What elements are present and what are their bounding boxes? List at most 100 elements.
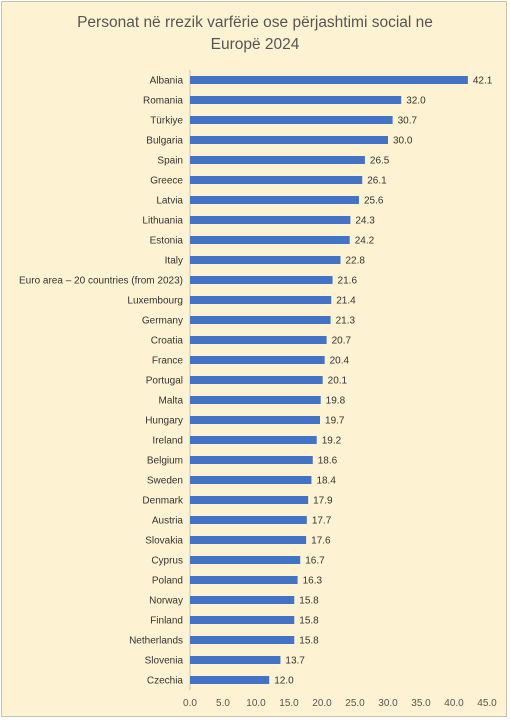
- bar: [190, 636, 295, 644]
- x-tick-label: 30.0: [378, 698, 398, 709]
- value-label: 26.1: [367, 176, 387, 187]
- category-label: Lithuania: [142, 216, 183, 227]
- value-label: 19.2: [322, 436, 342, 447]
- x-tick-label: 40.0: [444, 698, 464, 709]
- value-label: 17.7: [312, 516, 332, 527]
- x-tick-label: 5.0: [216, 698, 230, 709]
- bar: [190, 536, 307, 544]
- bar: [190, 376, 323, 384]
- value-label: 21.3: [336, 316, 356, 327]
- value-label: 17.6: [311, 536, 331, 547]
- bar: [190, 216, 351, 224]
- value-label: 18.6: [318, 456, 338, 467]
- value-label: 32.0: [406, 96, 426, 107]
- value-label: 20.7: [332, 336, 352, 347]
- bar: [190, 616, 295, 624]
- bar: [190, 436, 317, 444]
- value-label: 21.4: [336, 296, 356, 307]
- value-label: 30.7: [398, 116, 418, 127]
- bar: [190, 416, 321, 424]
- bar: [190, 356, 325, 364]
- category-label: Spain: [157, 156, 183, 167]
- bar: [190, 476, 312, 484]
- bar: [190, 136, 388, 144]
- category-label: Italy: [165, 256, 183, 267]
- chart-title: Personat në rrezik varfërie ose përjasht…: [2, 12, 508, 56]
- value-label: 19.7: [325, 416, 345, 427]
- category-label: Norway: [149, 596, 183, 607]
- value-label: 30.0: [393, 136, 413, 147]
- category-label: France: [152, 356, 184, 367]
- bar: [190, 596, 295, 604]
- value-label: 21.6: [338, 276, 358, 287]
- value-label: 25.6: [364, 196, 384, 207]
- bar: [190, 176, 363, 184]
- category-label: Malta: [159, 396, 184, 407]
- category-label: Romania: [143, 96, 183, 107]
- category-label: Netherlands: [129, 636, 183, 647]
- category-label: Albania: [150, 76, 184, 87]
- bar: [190, 96, 402, 104]
- value-label: 20.4: [330, 356, 350, 367]
- bar: [190, 256, 341, 264]
- category-label: Ireland: [152, 436, 183, 447]
- category-label: Finland: [150, 616, 183, 627]
- chart-title-line-2: Europë 2024: [210, 36, 300, 53]
- value-label: 20.1: [328, 376, 348, 387]
- bar: [190, 336, 327, 344]
- x-tick-label: 20.0: [312, 698, 332, 709]
- category-label: Poland: [152, 576, 183, 587]
- value-label: 12.0: [274, 676, 294, 687]
- category-label: Austria: [152, 516, 184, 527]
- category-label: Luxembourg: [127, 296, 183, 307]
- category-label: Denmark: [142, 496, 184, 507]
- category-label: Sweden: [147, 476, 183, 487]
- bar: [190, 236, 350, 244]
- bar: [190, 116, 393, 124]
- x-tick-label: 25.0: [345, 698, 365, 709]
- bar: [190, 296, 332, 304]
- category-label: Bulgaria: [146, 136, 183, 147]
- category-label: Germany: [142, 316, 183, 327]
- bar: [190, 316, 331, 324]
- category-label: Euro area – 20 countries (from 2023): [19, 276, 183, 287]
- value-label: 42.1: [473, 76, 493, 87]
- value-label: 24.2: [355, 236, 375, 247]
- x-tick-label: 10.0: [246, 698, 266, 709]
- category-label: Croatia: [151, 336, 184, 347]
- value-label: 19.8: [326, 396, 346, 407]
- value-label: 24.3: [355, 216, 375, 227]
- value-label: 22.8: [345, 256, 365, 267]
- category-label: Slovenia: [145, 656, 184, 667]
- bar: [190, 496, 309, 504]
- bar: [190, 516, 307, 524]
- value-label: 16.7: [305, 556, 325, 567]
- value-label: 15.8: [299, 596, 319, 607]
- x-tick-label: 45.0: [477, 698, 497, 709]
- category-label: Hungary: [145, 416, 183, 427]
- x-tick-label: 15.0: [279, 698, 299, 709]
- category-label: Cyprus: [151, 556, 183, 567]
- bar: [190, 656, 281, 664]
- category-label: Czechia: [147, 676, 184, 687]
- category-label: Estonia: [150, 236, 184, 247]
- bar: [190, 576, 298, 584]
- bar: [190, 396, 321, 404]
- bar: [190, 456, 313, 464]
- chart-title-line-1: Personat në rrezik varfërie ose përjasht…: [77, 14, 433, 31]
- value-label: 13.7: [285, 656, 305, 667]
- category-label: Portugal: [146, 376, 183, 387]
- category-label: Latvia: [156, 196, 183, 207]
- category-label: Belgium: [147, 456, 183, 467]
- bar: [190, 196, 359, 204]
- bar: [190, 556, 301, 564]
- value-label: 15.8: [299, 616, 319, 627]
- category-label: Türkiye: [150, 116, 183, 127]
- bar: [190, 276, 333, 284]
- value-label: 15.8: [299, 636, 319, 647]
- x-tick-label: 0.0: [183, 698, 197, 709]
- bar: [190, 156, 365, 164]
- bar: [190, 76, 468, 84]
- value-label: 16.3: [303, 576, 323, 587]
